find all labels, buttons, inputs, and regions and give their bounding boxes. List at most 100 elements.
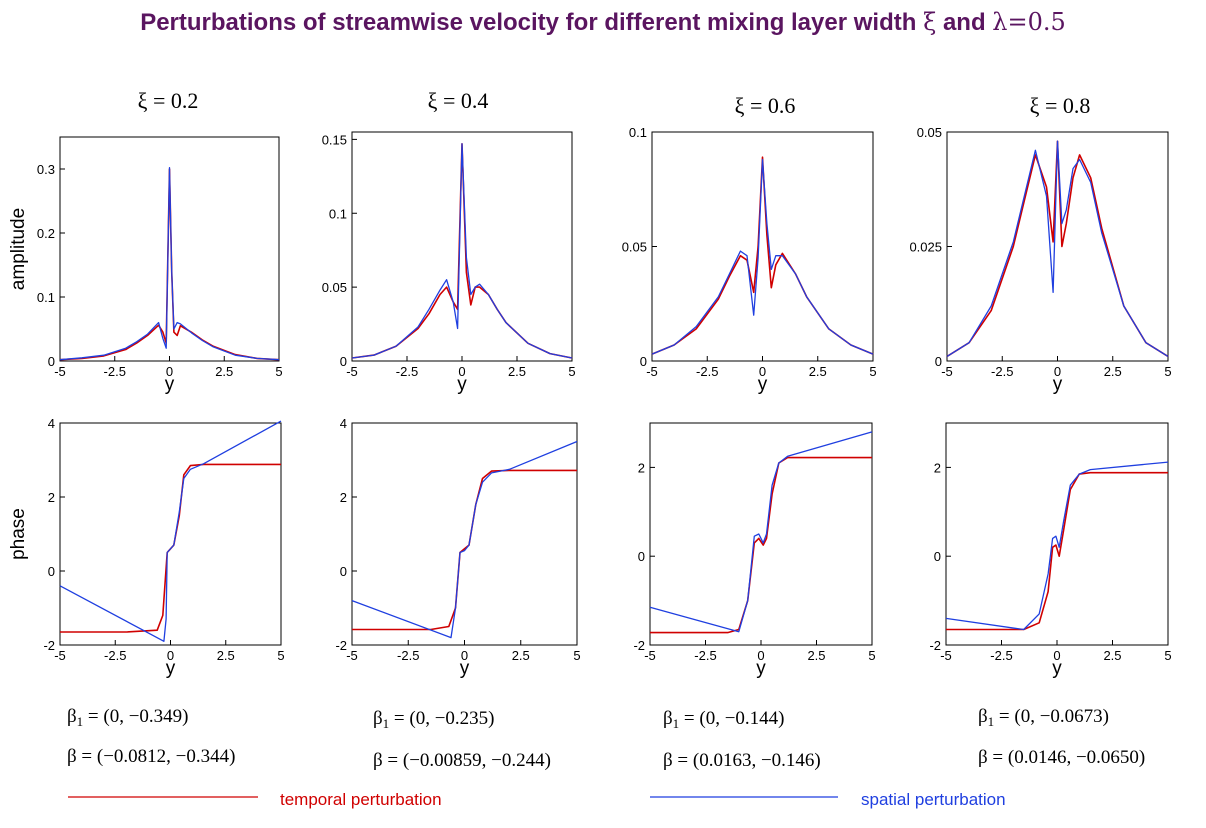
amplitude-1-xtick-label: 2.5 <box>215 364 233 379</box>
phase-2-ytick-label: 4 <box>340 416 347 431</box>
phase-4-spatial-line <box>945 461 1169 631</box>
amplitude-2-xlabel: y <box>457 374 467 395</box>
amplitude-1-xtick-label: -5 <box>54 364 66 379</box>
amplitude-4-ytick-label: 0.025 <box>909 240 942 255</box>
amplitude-1-panel-title: ξ = 0.2 <box>138 88 199 113</box>
title-lambda: λ=0.5 <box>992 8 1066 36</box>
amplitude-1-ylabel: amplitude <box>8 208 29 290</box>
amplitude-1-xtick-label: -2.5 <box>104 364 126 379</box>
phase-1-xtick-label: 0 <box>167 648 174 663</box>
phase-1-xtick-label: -2.5 <box>104 648 126 663</box>
amplitude-3-xtick-label: -5 <box>646 364 658 379</box>
beta1-label-4: β1 = (0, −0.0673) <box>978 706 1109 729</box>
amplitude-2-spatial-line <box>351 143 573 359</box>
amplitude-3-ytick-label: 0.05 <box>622 240 647 255</box>
phase-2-frame <box>351 422 578 646</box>
phase-2-xtick-label: 5 <box>573 648 580 663</box>
amplitude-4-xlabel: y <box>1053 374 1063 395</box>
amplitude-2-xtick-label: 5 <box>568 364 575 379</box>
amplitude-2-panel-title: ξ = 0.4 <box>428 88 489 113</box>
phase-1-ylabel: phase <box>8 508 29 560</box>
amplitude-3-xtick-label: 0 <box>759 364 766 379</box>
amplitude-2-xtick-label: -5 <box>346 364 358 379</box>
amplitude-3-panel-title: ξ = 0.6 <box>735 93 796 118</box>
phase-4-xtick-label: 5 <box>1164 648 1171 663</box>
phase-3-xtick-label: 0 <box>757 648 764 663</box>
title-text: Perturbations of streamwise velocity for… <box>140 9 917 36</box>
phase-1-ytick-label: 0 <box>48 564 55 579</box>
amplitude-4-ytick-label: 0 <box>935 354 942 369</box>
phase-3-spatial-line <box>649 431 873 633</box>
beta-label-4: β = (0.0146, −0.0650) <box>978 747 1145 768</box>
beta-label-2: β = (−0.00859, −0.244) <box>373 750 551 771</box>
legend-temporal-label: temporal perturbation <box>280 790 442 809</box>
phase-4-ytick-label: 0 <box>934 549 941 564</box>
amplitude-1-xtick-label: 5 <box>275 364 282 379</box>
phase-2-ytick-label: 2 <box>340 490 347 505</box>
figure-title: Perturbations of streamwise velocity for… <box>0 8 1206 37</box>
legend-spatial-label: spatial perturbation <box>861 790 1006 809</box>
amplitude-2-ytick-label: 0.05 <box>322 280 347 295</box>
amplitude-1-ytick-label: 0 <box>48 354 55 369</box>
phase-3-xtick-label: 5 <box>868 648 875 663</box>
phase-3-frame <box>649 422 873 646</box>
phase-3-xtick-label: -2.5 <box>694 648 716 663</box>
phase-4-xtick-label: -2.5 <box>990 648 1012 663</box>
phase-1-xtick-label: 2.5 <box>217 648 235 663</box>
amplitude-3-xlabel: y <box>758 374 768 395</box>
phase-2-spatial-line <box>351 440 578 639</box>
amplitude-2-ytick-label: 0.15 <box>322 132 347 147</box>
phase-1-xtick-label: -5 <box>54 648 66 663</box>
phase-2-xlabel: y <box>460 658 470 679</box>
title-xi-symbol: ξ <box>923 8 937 36</box>
phase-2-xtick-label: 2.5 <box>512 648 530 663</box>
beta1-label-2: β1 = (0, −0.235) <box>373 708 495 731</box>
phase-3-ytick-label: -2 <box>633 638 645 653</box>
phase-4-frame <box>945 422 1169 646</box>
amplitude-4-xtick-label: -2.5 <box>991 364 1013 379</box>
phase-3-temporal-line <box>650 456 872 634</box>
amplitude-1-ytick-label: 0.3 <box>37 162 55 177</box>
amplitude-1-spatial-line <box>59 167 280 361</box>
amplitude-3-xtick-label: 5 <box>869 364 876 379</box>
amplitude-3-ytick-label: 0.1 <box>629 125 647 140</box>
amplitude-1-ytick-label: 0.2 <box>37 226 55 241</box>
amplitude-4-xtick-label: 5 <box>1164 364 1171 379</box>
amplitude-3-temporal-line <box>651 156 874 355</box>
phase-1-ytick-label: 4 <box>48 416 55 431</box>
amplitude-3-ytick-label: 0 <box>640 354 647 369</box>
phase-3-xlabel: y <box>756 658 766 679</box>
phase-1-xtick-label: 5 <box>277 648 284 663</box>
amplitude-2-ytick-label: 0 <box>340 354 347 369</box>
phase-2-xtick-label: -2.5 <box>397 648 419 663</box>
title-and: and <box>942 9 986 36</box>
amplitude-4-ytick-label: 0.05 <box>917 125 942 140</box>
phase-3-xtick-label: 2.5 <box>807 648 825 663</box>
beta-label-3: β = (0.0163, −0.146) <box>663 750 821 771</box>
phase-4-temporal-line <box>946 471 1168 631</box>
beta1-label-3: β1 = (0, −0.144) <box>663 708 785 731</box>
phase-4-xtick-label: 2.5 <box>1103 648 1121 663</box>
amplitude-1-xtick-label: 0 <box>166 364 173 379</box>
amplitude-1-xlabel: y <box>165 374 175 395</box>
phase-1-ytick-label: -2 <box>43 638 55 653</box>
amplitude-3-spatial-line <box>651 158 874 355</box>
phase-1-xlabel: y <box>166 658 176 679</box>
amplitude-4-xtick-label: 0 <box>1054 364 1061 379</box>
phase-2-ytick-label: -2 <box>335 638 347 653</box>
amplitude-1-ytick-label: 0.1 <box>37 290 55 305</box>
phase-3-xtick-label: -5 <box>644 648 656 663</box>
amplitude-4-xtick-label: -5 <box>941 364 953 379</box>
amplitude-3-xtick-label: -2.5 <box>696 364 718 379</box>
phase-4-xtick-label: 0 <box>1053 648 1060 663</box>
phase-2-xtick-label: 0 <box>461 648 468 663</box>
phase-1-ytick-label: 2 <box>48 490 55 505</box>
phase-3-ytick-label: 2 <box>638 460 645 475</box>
amplitude-4-spatial-line <box>946 140 1169 357</box>
phase-4-xlabel: y <box>1052 658 1062 679</box>
amplitude-2-ytick-label: 0.1 <box>329 206 347 221</box>
phase-4-ytick-label: -2 <box>929 638 941 653</box>
amplitude-2-temporal-line <box>351 143 573 359</box>
phase-1-frame <box>59 422 282 646</box>
